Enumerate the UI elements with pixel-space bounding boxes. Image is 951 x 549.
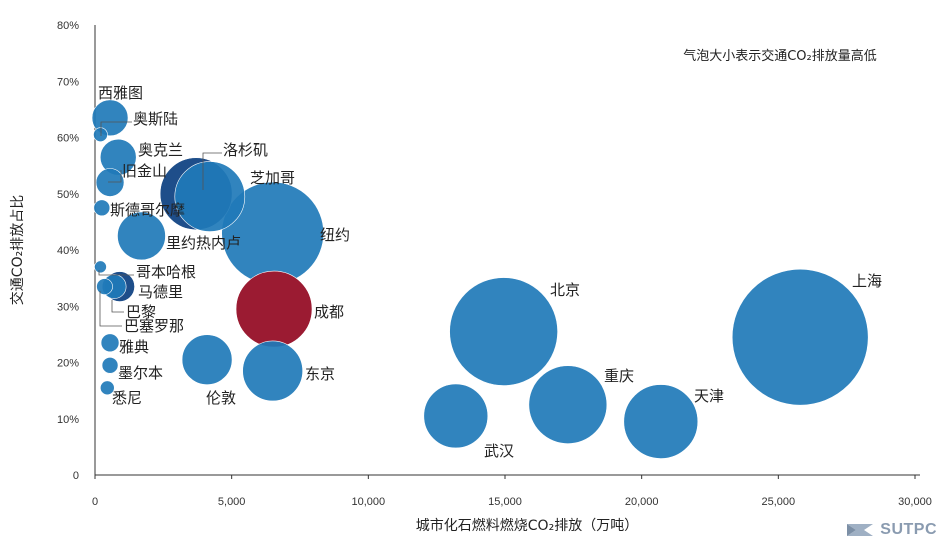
y-tick-label: 50% [57,189,79,201]
y-tick-labels: 0 10% 20% 30% 40% 50% 60% 70% 80% [57,20,79,482]
brand-logo: SUTPC [846,521,937,539]
leader-lines [98,121,222,327]
leader-line [98,270,134,276]
city-label: 洛杉矶 [223,141,268,159]
y-tick-label: 70% [57,76,79,88]
city-label: 成都 [314,303,344,321]
city-label: 重庆 [604,367,634,385]
city-label: 东京 [305,365,335,383]
leader-line [111,300,124,313]
brand-text: SUTPC [880,521,937,538]
axes [94,25,920,476]
city-label: 天津 [694,387,724,405]
bubble-上海 [731,268,869,406]
bubble-里约热内卢 [117,211,166,261]
bubble-武汉 [423,383,489,449]
x-tick-label: 25,000 [762,496,796,508]
bubble-雅典 [100,333,120,353]
bubble-天津 [623,384,699,459]
x-tick-labels: 0 5,000 10,000 15,000 20,000 25,000 30,000 [92,475,932,508]
city-label: 西雅图 [98,84,143,102]
city-label: 武汉 [484,442,514,460]
y-tick-label: 80% [57,20,79,32]
city-label: 纽约 [320,226,350,244]
y-tick-label: 10% [57,414,79,426]
x-tick-label: 10,000 [352,496,386,508]
city-label: 上海 [852,272,882,290]
city-label: 芝加哥 [250,169,295,187]
bubble-悉尼 [100,380,115,396]
x-tick-label: 15,000 [488,496,522,508]
city-label: 雅典 [119,338,149,356]
x-tick-label: 30,000 [898,496,932,508]
leader-line [108,170,122,183]
bubble-北京 [449,277,558,386]
leader-line [100,121,132,136]
bubble-哥本哈根 [94,260,107,274]
y-tick-label: 30% [57,301,79,313]
y-tick-label: 40% [57,245,79,257]
x-tick-label: 0 [92,496,98,508]
city-label: 旧金山 [122,162,167,180]
city-label: 墨尔本 [118,364,163,382]
bubble-斯德哥尔摩 [93,199,111,217]
bubble-伦敦 [181,334,233,385]
city-label: 伦敦 [206,389,236,407]
city-label: 马德里 [138,283,183,301]
sutpc-logo-icon [847,524,874,536]
bubble-旧金山 [95,168,125,197]
city-label: 北京 [550,281,580,299]
bubble-成都 [235,270,313,348]
bubble-奥斯陆 [93,127,108,142]
bubble-巴黎 [96,278,113,295]
leader-line [99,291,122,327]
city-label: 悉尼 [112,389,142,407]
bubble-芝加哥 [174,161,246,232]
city-label: 巴塞罗那 [124,317,184,335]
y-axis-title: 交通CO₂排放占比 [9,195,26,305]
city-label: 奥克兰 [138,141,183,159]
bubble-墨尔本 [101,357,119,374]
y-tick-label: 0 [73,470,79,482]
city-label: 巴黎 [126,303,156,321]
bubble-东京 [242,340,303,402]
city-label: 哥本哈根 [136,263,196,281]
bubbles [91,99,869,459]
city-label: 奥斯陆 [133,110,178,128]
city-label: 里约热内卢 [166,234,241,252]
x-tick-label: 5,000 [218,496,246,508]
bubble-重庆 [528,365,608,444]
leader-line [202,152,222,190]
city-label: 斯德哥尔摩 [110,201,185,219]
x-axis-title: 城市化石燃料燃烧CO₂排放（万吨） [416,517,638,534]
x-tick-label: 20,000 [625,496,659,508]
y-tick-label: 60% [57,133,79,145]
y-tick-label: 20% [57,358,79,370]
bubble-size-note: 气泡大小表示交通CO₂排放量高低 [683,48,877,64]
